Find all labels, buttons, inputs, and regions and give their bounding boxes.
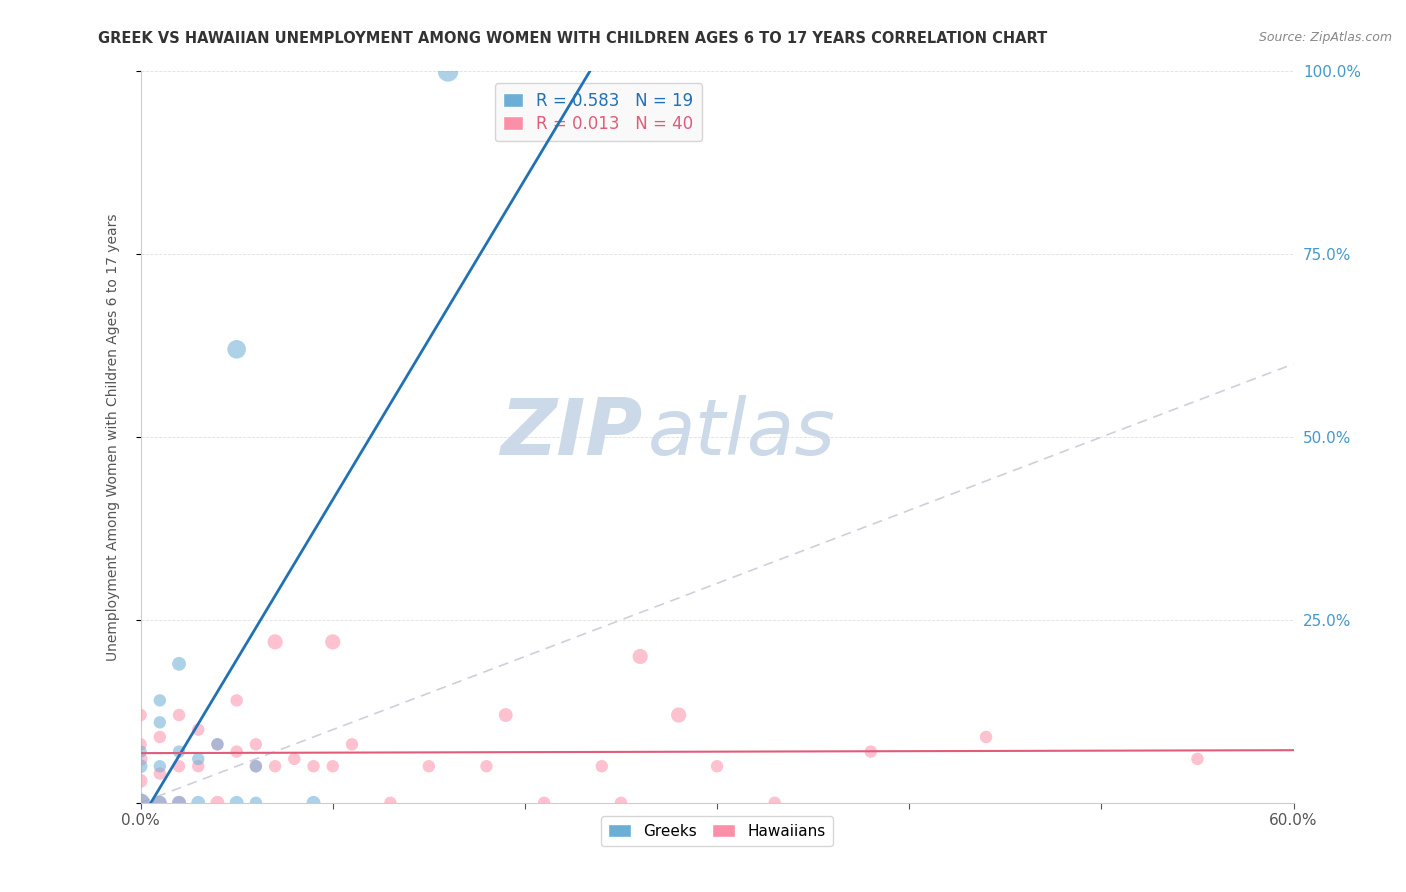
Point bbox=[283, 752, 305, 766]
Point bbox=[706, 759, 728, 773]
Point bbox=[167, 759, 190, 773]
Point bbox=[974, 730, 997, 744]
Text: Source: ZipAtlas.com: Source: ZipAtlas.com bbox=[1258, 31, 1392, 45]
Point bbox=[225, 745, 247, 759]
Point bbox=[533, 796, 555, 810]
Point bbox=[245, 759, 267, 773]
Point bbox=[129, 752, 152, 766]
Point bbox=[167, 745, 190, 759]
Point bbox=[302, 796, 325, 810]
Point bbox=[225, 796, 247, 810]
Point bbox=[475, 759, 498, 773]
Point bbox=[149, 759, 172, 773]
Point bbox=[322, 759, 344, 773]
Point bbox=[167, 657, 190, 671]
Point bbox=[149, 715, 172, 730]
Point bbox=[1187, 752, 1209, 766]
Point bbox=[187, 752, 209, 766]
Point bbox=[129, 708, 152, 723]
Point bbox=[763, 796, 786, 810]
Point bbox=[207, 737, 229, 751]
Point bbox=[668, 708, 690, 723]
Point bbox=[207, 737, 229, 751]
Point bbox=[187, 723, 209, 737]
Point bbox=[207, 796, 229, 810]
Text: ZIP: ZIP bbox=[501, 395, 643, 472]
Point bbox=[418, 759, 440, 773]
Point bbox=[129, 796, 152, 810]
Point bbox=[187, 796, 209, 810]
Point bbox=[245, 737, 267, 751]
Point bbox=[245, 796, 267, 810]
Point bbox=[187, 759, 209, 773]
Y-axis label: Unemployment Among Women with Children Ages 6 to 17 years: Unemployment Among Women with Children A… bbox=[105, 213, 120, 661]
Point bbox=[129, 737, 152, 751]
Point bbox=[610, 796, 633, 810]
Point bbox=[322, 635, 344, 649]
Point bbox=[225, 343, 247, 357]
Point bbox=[495, 708, 517, 723]
Point bbox=[264, 759, 287, 773]
Point bbox=[129, 796, 152, 810]
Point bbox=[129, 773, 152, 788]
Point bbox=[167, 796, 190, 810]
Point bbox=[149, 766, 172, 780]
Point bbox=[591, 759, 613, 773]
Point bbox=[149, 730, 172, 744]
Text: GREEK VS HAWAIIAN UNEMPLOYMENT AMONG WOMEN WITH CHILDREN AGES 6 TO 17 YEARS CORR: GREEK VS HAWAIIAN UNEMPLOYMENT AMONG WOM… bbox=[98, 31, 1047, 46]
Point bbox=[149, 796, 172, 810]
Point bbox=[167, 796, 190, 810]
Point bbox=[129, 745, 152, 759]
Point bbox=[149, 796, 172, 810]
Point bbox=[340, 737, 363, 751]
Point bbox=[225, 693, 247, 707]
Point bbox=[264, 635, 287, 649]
Point bbox=[437, 64, 460, 78]
Point bbox=[859, 745, 882, 759]
Point bbox=[149, 693, 172, 707]
Point bbox=[628, 649, 651, 664]
Text: atlas: atlas bbox=[648, 395, 835, 472]
Point bbox=[302, 759, 325, 773]
Point bbox=[129, 759, 152, 773]
Point bbox=[380, 796, 402, 810]
Point bbox=[167, 708, 190, 723]
Point bbox=[245, 759, 267, 773]
Legend: Greeks, Hawaiians: Greeks, Hawaiians bbox=[600, 816, 834, 847]
